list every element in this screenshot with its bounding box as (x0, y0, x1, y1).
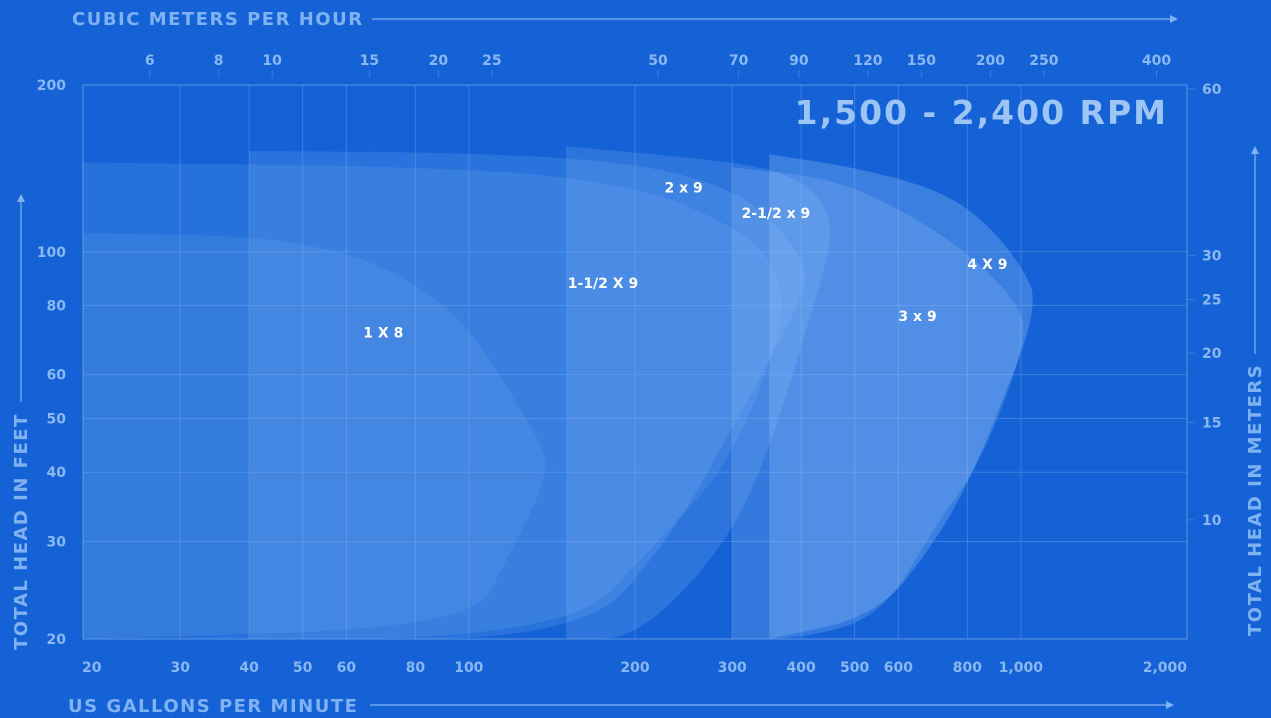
x-tick-label: 40 (239, 660, 259, 676)
y2-tick-label: 20 (1202, 346, 1222, 362)
x2-tick-label: 20 (429, 53, 449, 69)
pump-label-2-x-9: 2 x 9 (665, 180, 703, 196)
y2-tick-label: 30 (1202, 249, 1222, 265)
x-tick-label: 80 (406, 660, 426, 676)
tick-labels: 20 30 40 50 60 80 100 200 300 400 500 600 800 1,000 2,… (37, 53, 1222, 676)
y-tick-label: 200 (37, 78, 66, 94)
x-tick-label: 800 (953, 660, 982, 676)
x2-tick-label: 70 (729, 53, 749, 69)
x2-tick-label: 150 (907, 53, 936, 69)
x-axis-arrowhead (1166, 701, 1174, 709)
x2-tick-label: 90 (789, 53, 809, 69)
pump-area-2-x-9 (249, 151, 806, 639)
y-tick-label: 60 (47, 368, 67, 384)
x2-tick-label: 8 (214, 53, 224, 69)
pump-label-4-x-9: 4 X 9 (967, 257, 1007, 273)
x-tick-label: 600 (884, 660, 913, 676)
y2-tick-label: 60 (1202, 82, 1222, 98)
pump-label-2-1-2-x-9: 2-1/2 x 9 (742, 206, 811, 222)
chart-title: 1,500 - 2,400 RPM (795, 93, 1168, 132)
y-tick-label: 30 (47, 534, 67, 550)
x2-tick-label: 120 (853, 53, 882, 69)
y2-tick-label: 25 (1202, 292, 1221, 308)
pump-area-1-1-2-x-9 (83, 162, 782, 639)
x2-tick-label: 250 (1029, 53, 1058, 69)
pump-area-2-1-2-x-9 (566, 146, 831, 640)
x-axis-title: US GALLONS PER MINUTE (68, 696, 358, 717)
y-tick-label: 40 (47, 465, 67, 481)
x2-tick-label: 15 (360, 53, 379, 69)
pump-area-1-x-8 (83, 233, 546, 640)
x-tick-label: 60 (337, 660, 357, 676)
x2-tick-label: 50 (648, 53, 668, 69)
x2-axis-title: CUBIC METERS PER HOUR (72, 9, 364, 30)
y-tick-label: 20 (47, 632, 67, 648)
pump-area-4-x-9 (769, 154, 1033, 639)
pump-area-3-x-9 (732, 167, 1024, 639)
x2-tick-label: 6 (145, 53, 155, 69)
x2-tick-label: 400 (1142, 53, 1171, 69)
x-tick-label: 20 (82, 660, 102, 676)
pump-label-1-1-2-x-9: 1-1/2 X 9 (568, 276, 638, 292)
y2-tick-label: 10 (1202, 513, 1222, 529)
y-axis-title: TOTAL HEAD IN FEET (11, 413, 32, 650)
x-tick-label: 2,000 (1143, 660, 1188, 676)
y-tick-label: 80 (47, 298, 67, 314)
y2-axis-title: TOTAL HEAD IN METERS (1245, 364, 1266, 636)
x-tick-label: 200 (620, 660, 649, 676)
y2-tick-label: 15 (1202, 415, 1221, 431)
y-tick-label: 100 (37, 245, 66, 261)
x2-axis-arrowhead (1170, 15, 1178, 23)
y-tick-label: 50 (47, 412, 67, 428)
plot-frame (82, 84, 1188, 640)
pump-labels: 1 X 8 1-1/2 X 9 2 x 9 2-1/2 x 9 3 x 9 4 X 9 (363, 180, 1007, 341)
x-tick-label: 400 (787, 660, 816, 676)
x-tick-label: 50 (293, 660, 313, 676)
y2-axis-arrowhead (1251, 146, 1259, 154)
x-tick-label: 1,000 (999, 660, 1044, 676)
x-tick-label: 100 (454, 660, 483, 676)
x-tick-label: 500 (840, 660, 869, 676)
pump-areas (83, 146, 1033, 640)
x-tick-label: 30 (170, 660, 190, 676)
x2-tick-label: 10 (262, 53, 282, 69)
pump-label-1-x-8: 1 X 8 (363, 326, 403, 342)
x-tick-label: 300 (718, 660, 747, 676)
y-axis-arrowhead (17, 194, 25, 202)
x2-tick-label: 25 (482, 53, 501, 69)
x2-tick-label: 200 (976, 53, 1005, 69)
pump-label-3-x-9: 3 x 9 (898, 309, 936, 325)
